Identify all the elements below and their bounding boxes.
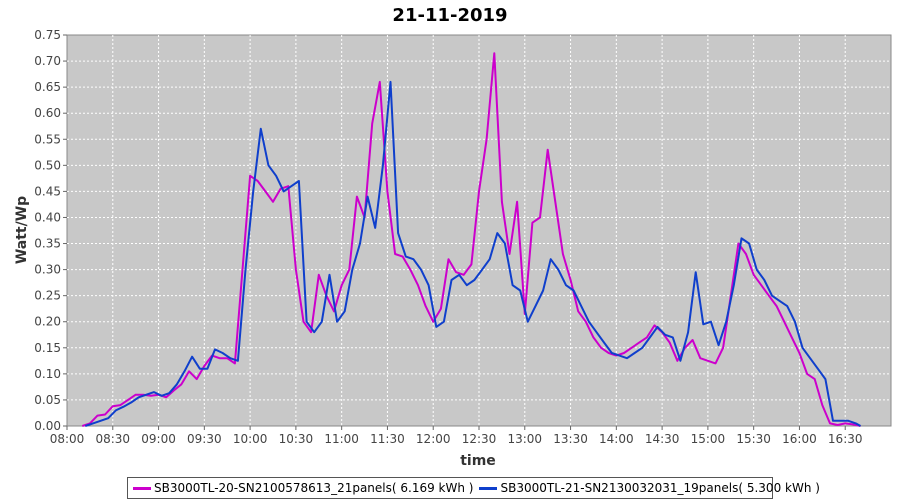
y-tick-label: 0.30 — [34, 263, 61, 277]
y-tick-label: 0.50 — [34, 158, 61, 172]
x-tick-label: 11:00 — [324, 432, 359, 446]
x-tick-label: 14:30 — [645, 432, 680, 446]
y-tick-label: 0.00 — [34, 419, 61, 433]
x-tick-label: 13:30 — [553, 432, 588, 446]
series-line-2 — [84, 80, 861, 427]
x-tick-label: 16:30 — [828, 432, 863, 446]
x-tick-label: 09:30 — [187, 432, 222, 446]
y-tick-label: 0.45 — [34, 184, 61, 198]
x-axis-label: time — [460, 453, 496, 469]
y-tick-label: 0.75 — [34, 28, 61, 42]
y-tick-label: 0.15 — [34, 341, 61, 355]
legend-swatch-2 — [479, 486, 498, 490]
chart-title: 21-11-2019 — [392, 5, 507, 26]
legend-item-2: SB3000TL-21-SN2130032031_19panels( 5.300… — [479, 481, 820, 495]
y-tick-label: 0.25 — [34, 289, 61, 303]
x-tick-label: 15:30 — [736, 432, 771, 446]
y-tick-label: 0.60 — [34, 106, 61, 120]
y-tick-label: 0.10 — [34, 367, 61, 381]
y-tick-label: 0.20 — [34, 315, 61, 329]
legend-swatch-1 — [133, 486, 151, 490]
y-tick-label: 0.05 — [34, 393, 61, 407]
y-tick-label: 0.55 — [34, 132, 61, 146]
x-tick-label: 14:00 — [599, 432, 634, 446]
x-tick-label: 10:30 — [279, 432, 314, 446]
x-tick-label: 15:00 — [691, 432, 726, 446]
x-tick-label: 12:00 — [416, 432, 451, 446]
x-tick-label: 13:00 — [507, 432, 542, 446]
x-tick-label: 11:30 — [370, 432, 405, 446]
y-tick-label: 0.35 — [34, 237, 61, 251]
axes: 0.00 0.05 0.10 0.15 0.20 0.25 0.30 0.35 0.40 0.45… — [34, 28, 862, 446]
x-tick-label: 16:00 — [782, 432, 817, 446]
y-tick-label: 0.65 — [34, 80, 61, 94]
x-tick-label: 12:30 — [462, 432, 497, 446]
legend-label-1: SB3000TL-20-SN2100578613_21panels( 6.169… — [154, 481, 474, 495]
y-tick-label: 0.70 — [34, 54, 61, 68]
y-axis-label: Watt/Wp — [14, 196, 30, 264]
legend-item-1: SB3000TL-20-SN2100578613_21panels( 6.169… — [133, 481, 473, 495]
x-tick-label: 10:00 — [233, 432, 268, 446]
x-tick-label: 08:00 — [50, 432, 85, 446]
series-lines — [81, 52, 861, 427]
x-tick-label: 08:30 — [95, 432, 130, 446]
legend-label-2: SB3000TL-21-SN2130032031_19panels( 5.300… — [500, 481, 820, 495]
y-tick-label: 0.40 — [34, 210, 61, 224]
x-tick-label: 09:00 — [141, 432, 176, 446]
legend: SB3000TL-20-SN2100578613_21panels( 6.169… — [127, 477, 820, 499]
